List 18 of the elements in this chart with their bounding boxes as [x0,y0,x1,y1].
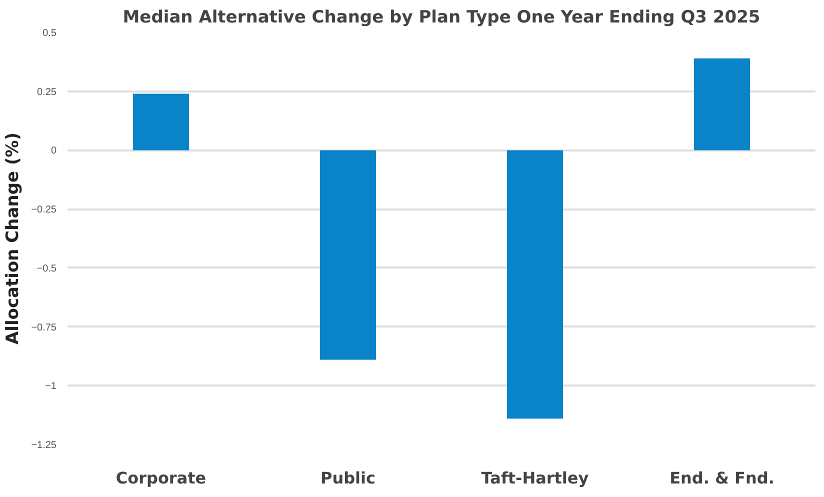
y-tick-label: 0.5 [42,28,57,39]
x-tick-label: Taft-Hartley [481,468,590,488]
y-tick-label: −1 [45,381,57,392]
x-tick-label: End. & Fnd. [670,468,774,488]
y-tick-label: −1.25 [31,440,57,451]
x-tick-label: Public [320,468,376,488]
bar [506,150,564,419]
bar [320,150,376,360]
bar [132,94,190,150]
chart-title: Median Alternative Change by Plan Type One Year Ending Q3 2025 [122,8,760,28]
y-axis-title: Allocation Change (%) [3,132,24,345]
y-tick-label: 0 [50,146,57,157]
y-tick-label: −0.5 [36,263,57,274]
bar [694,58,750,150]
y-tick-label: −0.25 [31,204,57,216]
x-tick-label: Corporate [116,468,206,488]
y-tick-label: 0.25 [37,86,57,98]
y-tick-label: −0.75 [31,322,57,334]
